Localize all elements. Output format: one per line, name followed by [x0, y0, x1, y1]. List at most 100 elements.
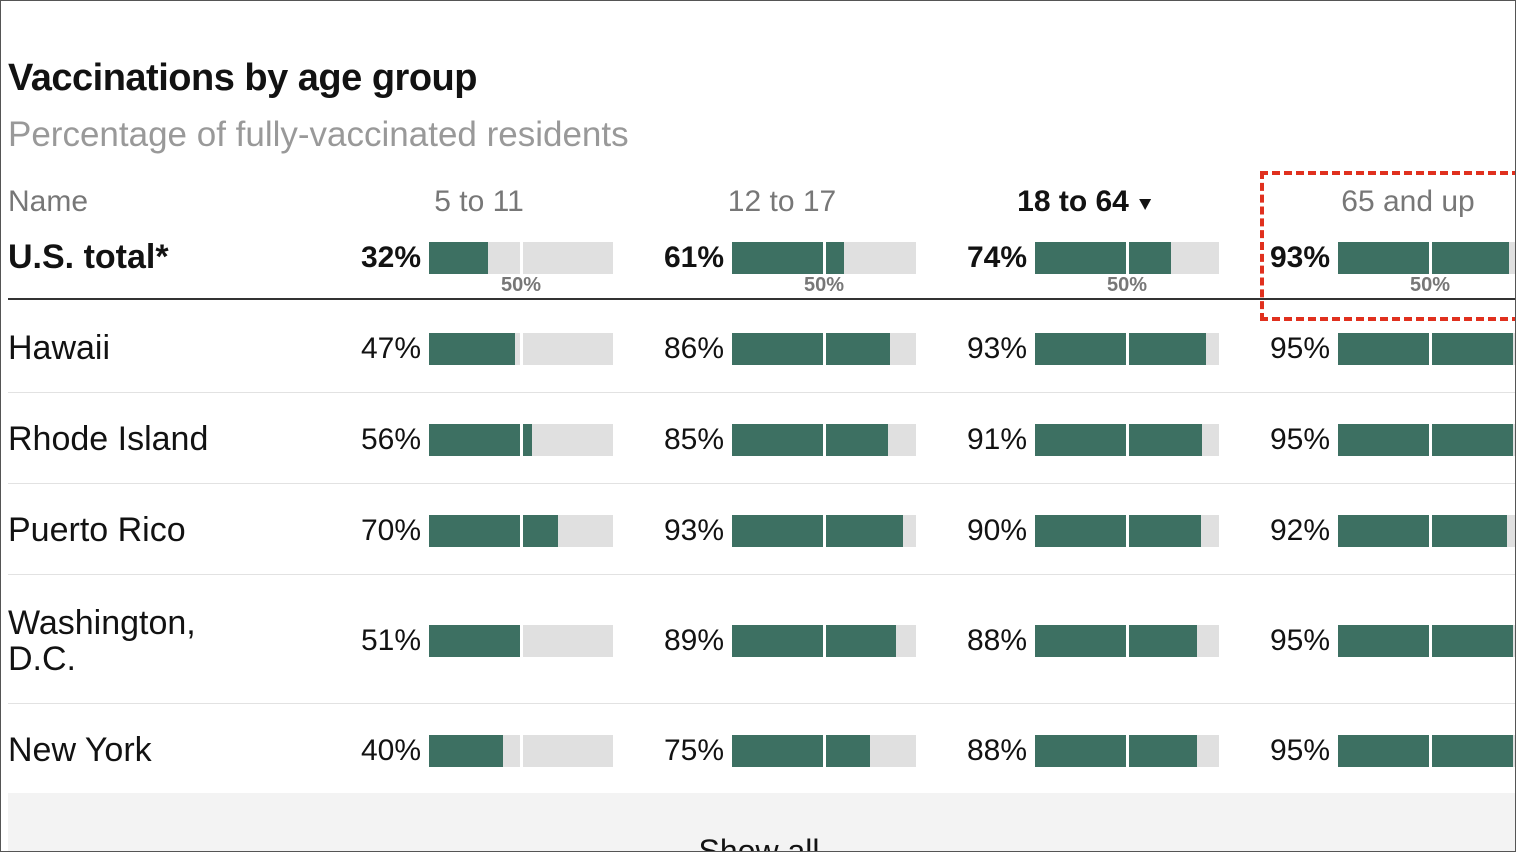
midline [1126, 242, 1129, 274]
midline [1126, 735, 1129, 767]
column-header[interactable]: 5 to 11 [434, 185, 524, 218]
percent-label: 90% [966, 514, 1027, 547]
midline [823, 735, 826, 767]
row-name: Rhode Island [8, 420, 209, 458]
row-separator [8, 392, 1515, 393]
bar [1338, 735, 1513, 767]
bar [1338, 242, 1510, 274]
bar-track [732, 515, 916, 547]
bar [1035, 424, 1203, 456]
total-name: U.S. total* [8, 238, 169, 276]
row-name: New York [8, 731, 152, 769]
bar [732, 735, 870, 767]
midline [1429, 333, 1432, 365]
bar-track [429, 424, 613, 456]
bar [1338, 333, 1513, 365]
midline [1126, 515, 1129, 547]
column-header[interactable]: 12 to 17 [727, 185, 837, 218]
midline [823, 625, 826, 657]
midline [823, 333, 826, 365]
bar [1338, 515, 1508, 547]
percent-label: 93% [1269, 241, 1330, 274]
bar [429, 242, 488, 274]
percent-label: 51% [360, 624, 421, 657]
bar [429, 625, 523, 657]
midline-label: 50% [500, 274, 542, 296]
bar-track [1338, 424, 1515, 456]
bar-track [1338, 242, 1515, 274]
percent-label: 86% [663, 332, 724, 365]
percent-label: 74% [966, 241, 1027, 274]
midline [1429, 242, 1432, 274]
bar-track [1035, 515, 1219, 547]
midline [1126, 333, 1129, 365]
title: Vaccinations by age group [8, 57, 477, 99]
sort-arrow [1138, 199, 1151, 210]
column-header[interactable]: 18 to 64 [1017, 185, 1153, 219]
midline [1429, 515, 1432, 547]
bar-track [429, 515, 613, 547]
bar [1338, 625, 1513, 657]
midline [520, 625, 523, 657]
bar-track [732, 625, 916, 657]
percent-label: 32% [360, 241, 421, 274]
midline [1126, 625, 1129, 657]
bar-track [1035, 333, 1219, 365]
bar-track [732, 735, 916, 767]
bar-track [732, 333, 916, 365]
midline [1429, 424, 1432, 456]
percent-label: 93% [663, 514, 724, 547]
bar-track [429, 242, 613, 274]
bar-track [732, 242, 916, 274]
percent-label: 91% [966, 423, 1027, 456]
bar [1035, 242, 1172, 274]
midline [1429, 735, 1432, 767]
bar [1338, 424, 1513, 456]
percent-label: 95% [1269, 624, 1330, 657]
bar [732, 424, 889, 456]
percent-label: 61% [663, 241, 724, 274]
bar-track [1035, 424, 1219, 456]
percent-label: 85% [663, 423, 724, 456]
midline [520, 735, 523, 767]
midline [823, 515, 826, 547]
bar-track [732, 424, 916, 456]
percent-label: 95% [1269, 734, 1330, 767]
midline [520, 333, 523, 365]
bar [732, 242, 845, 274]
percent-label: 70% [360, 514, 421, 547]
midline [823, 242, 826, 274]
bar-track [1338, 515, 1515, 547]
percent-label: 88% [966, 624, 1027, 657]
name-header[interactable]: Name [8, 185, 89, 218]
percent-label: 75% [663, 734, 724, 767]
header-rule [8, 298, 1515, 300]
show-all-button[interactable]: Show all [698, 833, 820, 852]
midline [520, 515, 523, 547]
bar [1035, 333, 1207, 365]
midline [520, 424, 523, 456]
bar [429, 424, 533, 456]
bar [429, 333, 516, 365]
bar-track [1338, 625, 1515, 657]
sort-arrow-shape [1138, 199, 1151, 210]
bar [1035, 625, 1197, 657]
percent-label: 56% [360, 423, 421, 456]
percent-label: 95% [1269, 423, 1330, 456]
bar [429, 515, 558, 547]
bar-track [429, 735, 613, 767]
percent-label: 40% [360, 734, 421, 767]
highlight-box [1260, 171, 1515, 321]
bar [1035, 515, 1201, 547]
column-header[interactable]: 65 and up [1341, 185, 1475, 218]
footer-bar [8, 793, 1515, 851]
midline-label: 50% [1409, 274, 1451, 296]
subtitle: Percentage of fully-vaccinated residents [8, 115, 629, 154]
row-separator [8, 483, 1515, 484]
midline [520, 242, 523, 274]
midline-label: 50% [803, 274, 845, 296]
midline [823, 424, 826, 456]
bar-track [1338, 735, 1515, 767]
percent-label: 88% [966, 734, 1027, 767]
midline-label: 50% [1106, 274, 1148, 296]
